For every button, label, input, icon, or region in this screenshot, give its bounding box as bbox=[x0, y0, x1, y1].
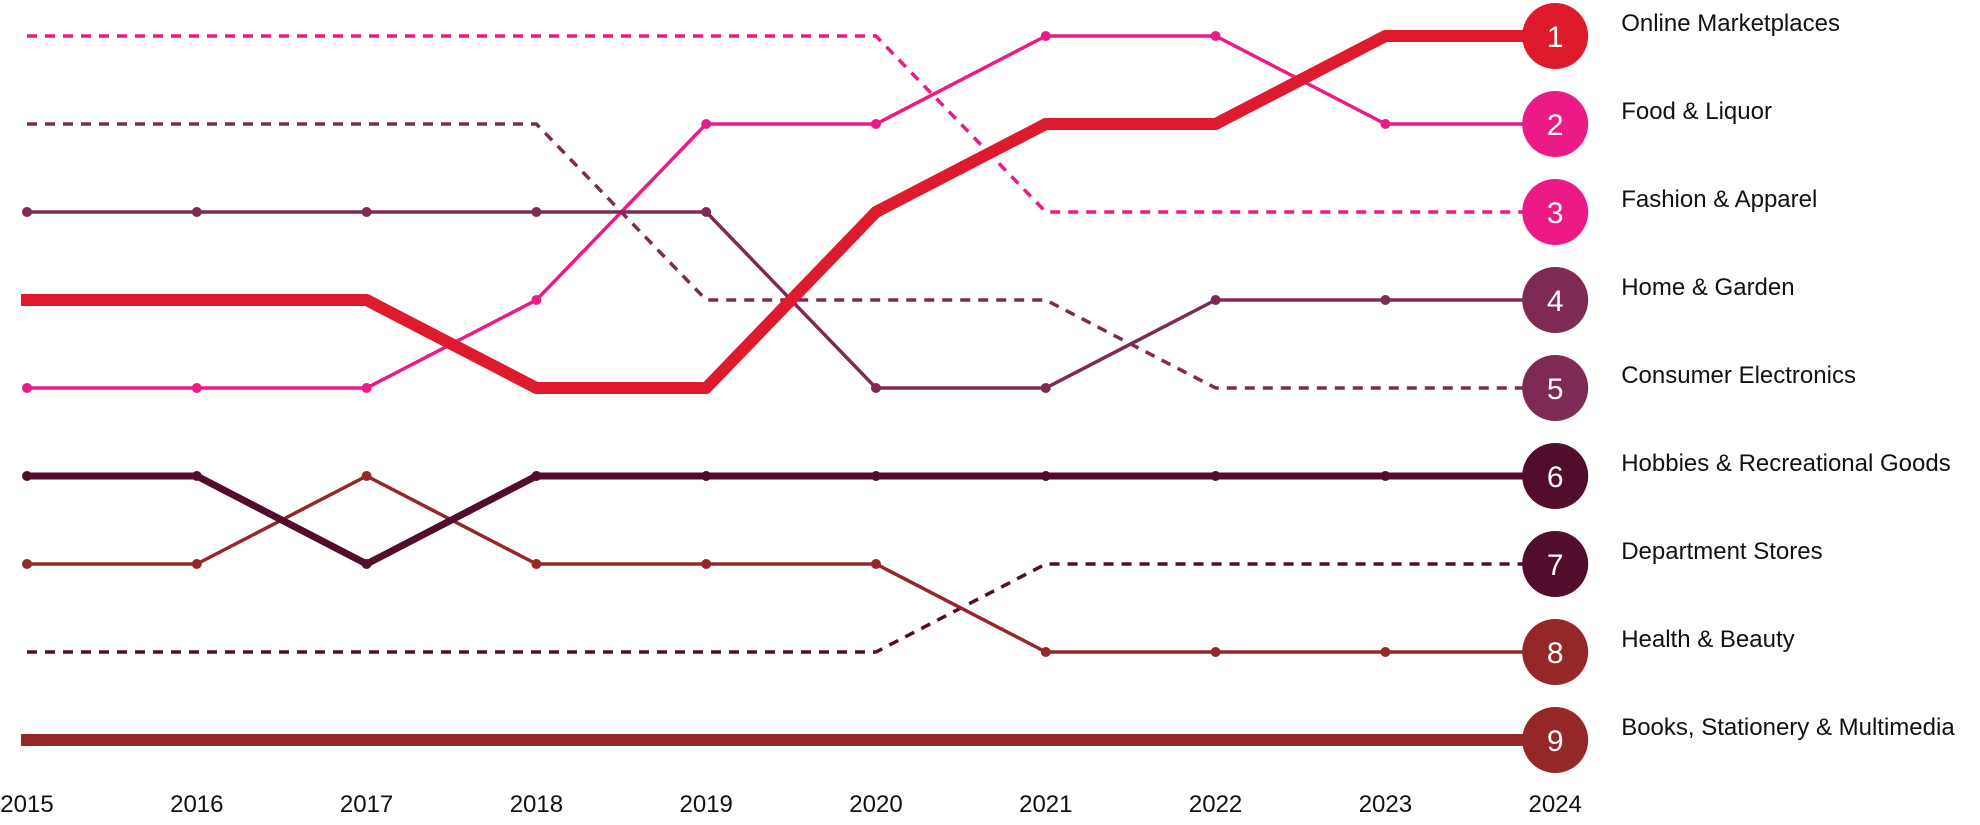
data-point-hobbies-and-recreational-goods-2018 bbox=[531, 471, 542, 481]
rank-number-department-stores: 7 bbox=[1547, 549, 1564, 582]
x-tick-label-2015: 2015 bbox=[0, 791, 53, 818]
x-axis: 2015 2016 2017 2018 2019 2020 2021 2022 2023 2024 bbox=[0, 791, 1582, 818]
data-point-health-and-beauty-2020 bbox=[871, 559, 881, 569]
series-line-hobbies-and-recreational-goods bbox=[23, 472, 1559, 568]
x-tick-label-2024: 2024 bbox=[1529, 791, 1582, 818]
rank-badge-fashion-and-apparel bbox=[1522, 179, 1589, 245]
rank-badge-hobbies-and-recreational-goods bbox=[1522, 443, 1589, 509]
category-label-consumer-electronics: Consumer Electronics bbox=[1621, 362, 1856, 389]
data-point-hobbies-and-recreational-goods-2022 bbox=[1210, 471, 1221, 481]
data-point-home-and-garden-2015 bbox=[22, 207, 32, 217]
series-line-fashion-and-apparel bbox=[27, 34, 1556, 214]
rank-number-consumer-electronics: 5 bbox=[1547, 373, 1564, 406]
data-point-food-and-liquor-2015 bbox=[22, 383, 32, 393]
data-point-home-and-garden-2019 bbox=[701, 207, 712, 217]
rank-badge-department-stores bbox=[1522, 531, 1589, 597]
category-label-home-and-garden: Home & Garden bbox=[1621, 274, 1794, 301]
rank-badge-home-and-garden bbox=[1522, 267, 1589, 333]
rank-number-online-marketplaces: 1 bbox=[1547, 21, 1564, 54]
data-point-health-and-beauty-2019 bbox=[701, 559, 712, 569]
series-points bbox=[22, 31, 1391, 657]
rank-badge-books-stationery-and-multimedia bbox=[1522, 707, 1589, 773]
data-point-hobbies-and-recreational-goods-2020 bbox=[871, 471, 881, 481]
rank-badge-health-and-beauty bbox=[1522, 619, 1589, 685]
rank-badge-online-marketplaces bbox=[1522, 3, 1589, 69]
x-tick-label-2021: 2021 bbox=[1019, 791, 1072, 818]
data-point-food-and-liquor-2019 bbox=[701, 119, 712, 129]
category-label-department-stores: Department Stores bbox=[1621, 538, 1822, 565]
data-point-health-and-beauty-2017 bbox=[361, 471, 372, 481]
rank-number-fashion-and-apparel: 3 bbox=[1547, 197, 1564, 230]
x-tick-label-2022: 2022 bbox=[1189, 791, 1242, 818]
data-point-health-and-beauty-2015 bbox=[22, 559, 32, 569]
data-point-health-and-beauty-2018 bbox=[531, 559, 542, 569]
data-point-hobbies-and-recreational-goods-2021 bbox=[1040, 471, 1051, 481]
data-point-food-and-liquor-2016 bbox=[191, 383, 202, 393]
data-point-health-and-beauty-2023 bbox=[1380, 647, 1391, 657]
rank-number-hobbies-and-recreational-goods: 6 bbox=[1547, 461, 1564, 494]
data-point-home-and-garden-2022 bbox=[1210, 295, 1221, 305]
data-point-hobbies-and-recreational-goods-2016 bbox=[191, 471, 202, 481]
data-point-food-and-liquor-2018 bbox=[531, 295, 542, 305]
data-point-health-and-beauty-2016 bbox=[191, 559, 202, 569]
rank-number-books-stationery-and-multimedia: 9 bbox=[1547, 725, 1564, 758]
data-point-home-and-garden-2020 bbox=[871, 383, 881, 393]
series-line-online-marketplaces bbox=[21, 30, 1562, 394]
data-point-food-and-liquor-2020 bbox=[871, 119, 881, 129]
data-point-home-and-garden-2023 bbox=[1380, 295, 1391, 305]
rank-number-health-and-beauty: 8 bbox=[1547, 637, 1564, 670]
x-tick-label-2020: 2020 bbox=[849, 791, 902, 818]
rank-badges: 1 2 3 4 5 6 7 8 9 bbox=[1522, 3, 1589, 773]
data-point-home-and-garden-2021 bbox=[1040, 383, 1051, 393]
data-point-health-and-beauty-2021 bbox=[1040, 647, 1051, 657]
rank-badge-food-and-liquor bbox=[1522, 91, 1589, 157]
data-point-health-and-beauty-2022 bbox=[1210, 647, 1221, 657]
category-label-hobbies-and-recreational-goods: Hobbies & Recreational Goods bbox=[1621, 450, 1951, 477]
category-label-books-stationery-and-multimedia: Books, Stationery & Multimedia bbox=[1621, 714, 1955, 741]
rank-badge-consumer-electronics bbox=[1522, 355, 1589, 421]
series-line-consumer-electronics bbox=[27, 122, 1556, 390]
series-lines bbox=[21, 30, 1562, 746]
x-tick-label-2016: 2016 bbox=[170, 791, 223, 818]
x-tick-label-2023: 2023 bbox=[1359, 791, 1412, 818]
category-label-online-marketplaces: Online Marketplaces bbox=[1621, 10, 1840, 37]
data-point-hobbies-and-recreational-goods-2017 bbox=[361, 559, 372, 569]
series-line-department-stores bbox=[27, 562, 1556, 654]
data-point-food-and-liquor-2017 bbox=[361, 383, 372, 393]
data-point-hobbies-and-recreational-goods-2023 bbox=[1380, 471, 1391, 481]
data-point-food-and-liquor-2023 bbox=[1380, 119, 1391, 129]
x-tick-label-2018: 2018 bbox=[510, 791, 563, 818]
category-label-health-and-beauty: Health & Beauty bbox=[1621, 626, 1794, 653]
category-label-food-and-liquor: Food & Liquor bbox=[1621, 98, 1772, 125]
data-point-food-and-liquor-2021 bbox=[1040, 31, 1051, 41]
data-point-hobbies-and-recreational-goods-2019 bbox=[701, 471, 712, 481]
x-tick-label-2019: 2019 bbox=[680, 791, 733, 818]
data-point-hobbies-and-recreational-goods-2015 bbox=[22, 471, 32, 481]
data-point-home-and-garden-2018 bbox=[531, 207, 542, 217]
rank-number-home-and-garden: 4 bbox=[1547, 285, 1564, 318]
data-point-home-and-garden-2017 bbox=[361, 207, 372, 217]
category-labels: Online Marketplaces Food & Liquor Fashion … bbox=[1621, 10, 1955, 741]
category-label-fashion-and-apparel: Fashion & Apparel bbox=[1621, 186, 1817, 213]
data-point-home-and-garden-2016 bbox=[191, 207, 202, 217]
rank-number-food-and-liquor: 2 bbox=[1547, 109, 1564, 142]
x-tick-label-2017: 2017 bbox=[340, 791, 393, 818]
data-point-food-and-liquor-2022 bbox=[1210, 31, 1221, 41]
